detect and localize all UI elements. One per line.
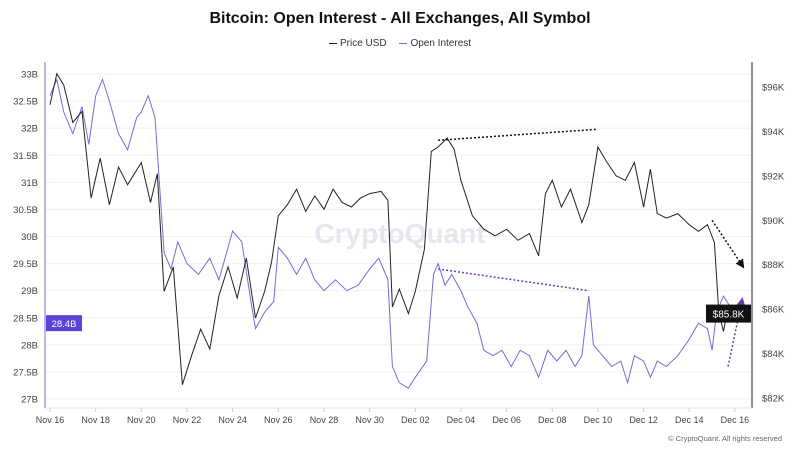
chart-title: Bitcoin: Open Interest - All Exchanges, … <box>209 10 591 27</box>
current-oi-value: 28.4B <box>52 319 77 330</box>
legend: Price USD Open Interest <box>0 38 800 49</box>
x-tick-label: Dec 14 <box>675 415 704 425</box>
x-tick-label: Nov 24 <box>218 415 247 425</box>
x-tick-label: Nov 18 <box>81 415 110 425</box>
x-tick-label: Dec 08 <box>538 415 567 425</box>
left-tick-label: 28.5B <box>13 313 38 324</box>
right-tick-label: $94K <box>762 127 785 138</box>
series-price-usd <box>49 72 736 385</box>
x-tick-label: Nov 20 <box>127 415 156 425</box>
left-tick-label: 27.5B <box>13 367 38 378</box>
x-tick-label: Dec 02 <box>401 415 430 425</box>
right-tick-label: $96K <box>762 83 785 94</box>
annotation-arrow <box>711 219 745 269</box>
annotation-trendline <box>438 268 589 292</box>
current-price-badge <box>706 304 751 323</box>
x-tick-label: Nov 28 <box>310 415 339 425</box>
right-tick-label: $88K <box>762 260 785 271</box>
left-tick-label: 30B <box>21 232 38 243</box>
left-tick-label: 30.5B <box>13 205 38 216</box>
left-tick-label: 27B <box>21 395 38 406</box>
x-tick-label: Nov 30 <box>355 415 384 425</box>
left-tick-label: 32B <box>21 124 38 135</box>
left-tick-label: 33B <box>21 70 38 81</box>
x-tick-label: Dec 04 <box>447 415 476 425</box>
x-tick-label: Dec 16 <box>721 415 750 425</box>
left-tick-label: 29.5B <box>13 259 38 270</box>
right-tick-label: $90K <box>762 216 785 227</box>
right-tick-label: $86K <box>762 305 785 316</box>
copyright: © CryptoQuant. All rights reserved <box>668 434 782 443</box>
right-tick-label: $92K <box>762 171 785 182</box>
annotation-arrow <box>727 297 746 367</box>
x-tick-label: Dec 10 <box>584 415 613 425</box>
series-open-interest <box>49 77 736 389</box>
annotation-trendline <box>438 128 598 142</box>
x-tick-label: Nov 26 <box>264 415 293 425</box>
current-price-value: $85.8K <box>713 310 745 321</box>
x-tick-label: Nov 22 <box>173 415 202 425</box>
left-tick-label: 31.5B <box>13 151 38 162</box>
right-tick-label: $84K <box>762 349 785 360</box>
left-tick-label: 32.5B <box>13 97 38 108</box>
x-tick-label: Dec 12 <box>629 415 658 425</box>
legend-label-open-interest: Open Interest <box>410 38 472 49</box>
legend-swatch-price <box>328 42 337 44</box>
watermark: CryptoQuant <box>314 218 485 249</box>
legend-item-open-interest[interactable]: Open Interest <box>399 38 471 49</box>
left-tick-label: 28B <box>21 340 38 351</box>
left-tick-label: 29B <box>21 286 38 297</box>
legend-label-price: Price USD <box>339 38 387 49</box>
legend-swatch-open-interest <box>399 42 408 44</box>
x-tick-label: Dec 06 <box>492 415 521 425</box>
legend-item-price[interactable]: Price USD <box>328 38 387 49</box>
right-tick-label: $82K <box>762 394 785 405</box>
x-tick-label: Nov 16 <box>36 415 65 425</box>
current-oi-badge <box>46 315 82 332</box>
left-tick-label: 31B <box>21 178 38 189</box>
